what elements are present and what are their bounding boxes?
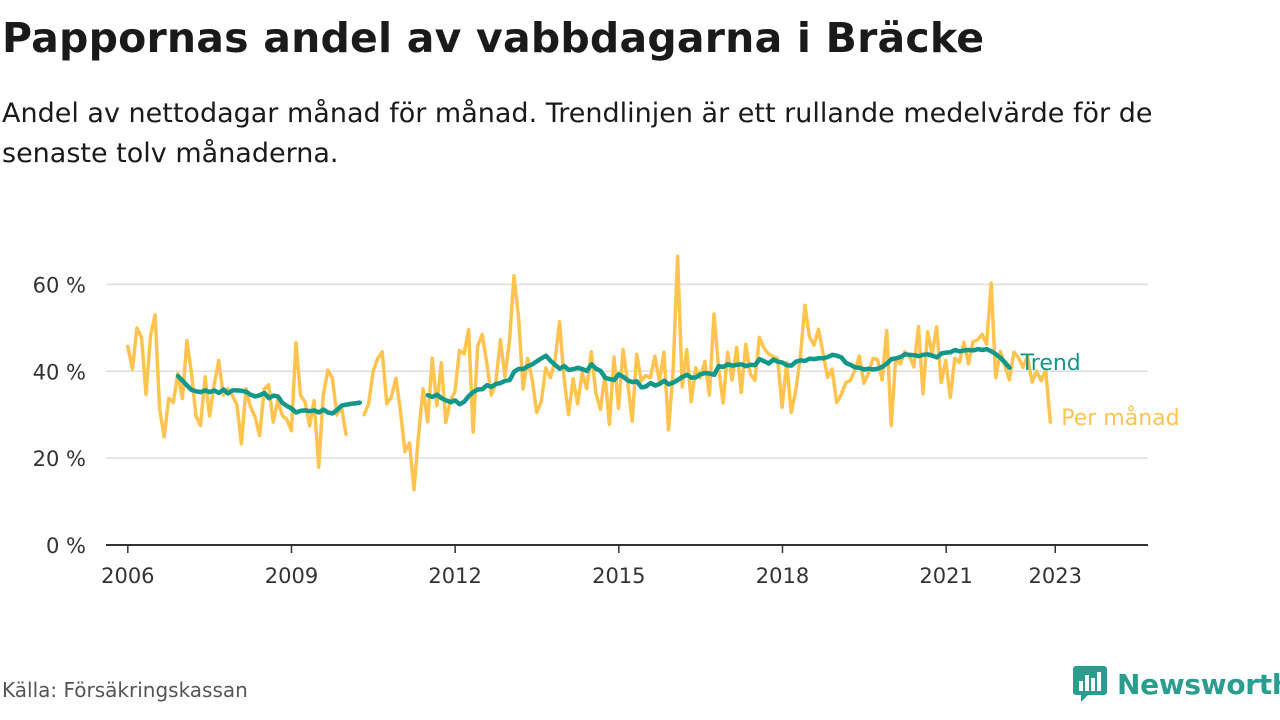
y-tick-label: 40 % xyxy=(33,360,86,384)
x-tick-label: 2015 xyxy=(592,564,645,588)
x-tick-label: 2012 xyxy=(428,564,481,588)
chart-title: Pappornas andel av vabbdagarna i Bräcke xyxy=(2,14,985,62)
y-tick-label: 60 % xyxy=(33,273,86,297)
chart-subtitle: Andel av nettodagar månad för månad. Tre… xyxy=(2,98,1153,169)
x-tick-label: 2006 xyxy=(101,564,154,588)
series-line-monthly xyxy=(362,254,1053,492)
series-label-trend: Trend xyxy=(1020,351,1081,376)
x-tick-label: 2023 xyxy=(1029,564,1082,588)
series-label-monthly: Per månad xyxy=(1061,405,1179,431)
x-tick-label: 2018 xyxy=(756,564,809,588)
brand-name: Newsworthy xyxy=(1117,667,1280,701)
series-line-trend xyxy=(175,373,363,416)
x-tick-label: 2021 xyxy=(919,564,972,588)
y-tick-label: 20 % xyxy=(33,447,86,471)
brand-logo: Newsworthy xyxy=(1072,664,1280,704)
y-tick-label: 0 % xyxy=(46,534,86,558)
series-line-monthly xyxy=(126,313,348,470)
source-note: Källa: Försäkringskassan xyxy=(2,678,248,702)
x-tick-label: 2009 xyxy=(265,564,318,588)
newsworthy-icon xyxy=(1073,666,1107,702)
series-line-trend xyxy=(425,346,1012,407)
